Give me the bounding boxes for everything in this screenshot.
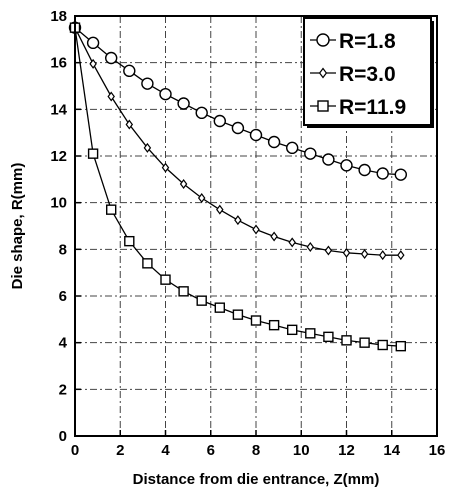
data-point-circle [159,87,172,101]
legend: R=1.8 R=3.0 R=11.9 [303,17,434,128]
legend-label: R=1.8 [339,30,396,53]
legend-label: R=11.9 [339,96,406,119]
data-point-diamond [234,215,242,226]
data-point-diamond [125,119,134,130]
data-point-diamond [270,231,278,242]
data-point-diamond [306,242,315,252]
data-point-circle [394,168,407,181]
data-point-square [87,148,99,159]
data-point-diamond [252,224,260,235]
data-point-square [268,319,280,331]
data-point-diamond [107,91,115,102]
data-point-circle [249,128,263,142]
x-tick-label: 4 [161,442,170,459]
x-tick-label: 8 [252,442,260,459]
y-tick-label: 6 [59,288,67,305]
x-tick-label: 14 [383,442,400,459]
data-point-square [214,302,226,313]
data-point-circle [358,163,371,177]
data-point-circle [286,141,299,155]
data-point-diamond [360,249,369,259]
x-axis-title: Distance from die entrance, Z(mm) [133,471,380,488]
data-point-circle [267,135,281,149]
series-circle [68,21,407,181]
y-tick-label: 0 [59,428,67,445]
data-point-square [305,328,316,339]
y-tick-label: 18 [50,8,67,25]
grid-lines [75,16,437,436]
data-point-square [196,295,207,306]
y-tick-label: 14 [50,101,67,118]
data-point-diamond [89,58,97,69]
x-tick-label: 16 [429,442,446,459]
data-point-diamond [216,204,224,215]
y-tick-label: 16 [50,55,67,72]
data-point-diamond [179,179,188,189]
data-point-diamond [161,162,170,173]
data-point-square [178,286,189,297]
data-point-square [105,204,117,215]
series-diamond [71,22,405,261]
data-point-circle [141,77,154,90]
data-point-square [142,258,153,269]
data-point-square [250,315,262,326]
data-point-diamond [288,237,296,248]
data-point-diamond [143,142,152,153]
data-point-circle [231,121,245,135]
data-point-square [395,340,406,352]
series-square [69,22,406,352]
data-point-circle [322,153,335,166]
data-point-circle [86,36,100,50]
data-point-circle [304,147,317,160]
data-point-square [160,274,171,285]
data-series-group [68,21,407,352]
data-point-circle [340,159,353,172]
data-point-diamond [197,193,206,203]
y-tick-label: 2 [59,381,67,398]
data-point-square [341,335,352,346]
legend-label: R=3.0 [339,63,396,86]
data-point-diamond [397,250,405,261]
data-point-circle [177,97,190,110]
y-tick-label: 12 [50,148,67,165]
legend-marker-square [317,100,329,112]
x-tick-label: 10 [293,442,310,459]
data-point-circle [104,51,118,65]
x-tick-label: 2 [116,442,124,459]
data-point-square [287,324,298,336]
data-point-square [359,337,370,348]
data-point-circle [123,64,136,78]
data-point-diamond [378,250,387,261]
axis-ticks: 0 2 4 6 8 10 12 14 16 0 2 4 6 8 10 12 14 16 18 [50,8,445,459]
y-axis-title: Die shape, R(mm) [9,163,26,290]
data-point-diamond [342,247,351,258]
y-tick-label: 4 [59,335,68,352]
y-tick-label: 10 [50,195,67,212]
data-point-square [377,339,388,351]
legend-marker-diamond [318,67,328,79]
data-point-square [232,309,244,320]
data-point-diamond [324,245,333,256]
y-tick-label: 8 [59,241,67,258]
legend-marker-circle [316,33,330,47]
x-tick-label: 0 [71,442,79,459]
data-point-circle [376,167,389,180]
x-tick-label: 6 [207,442,215,459]
data-point-circle [213,114,227,128]
data-point-circle [195,106,208,120]
data-point-square [323,331,334,343]
x-tick-label: 12 [338,442,355,459]
data-point-square [124,235,135,247]
